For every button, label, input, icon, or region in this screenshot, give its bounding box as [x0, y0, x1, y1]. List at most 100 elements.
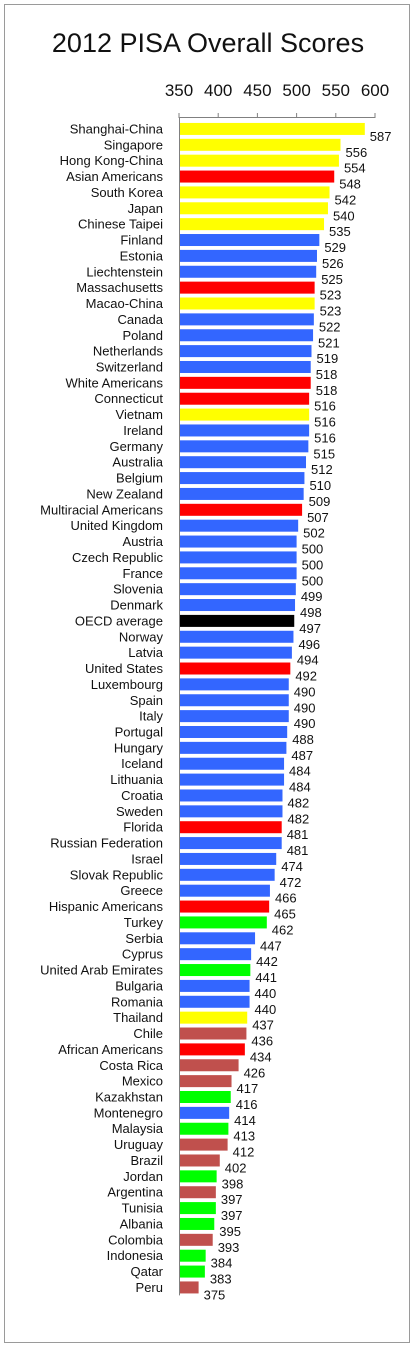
category-label: Luxembourg [91, 677, 163, 692]
x-tick-label: 400 [204, 81, 232, 100]
value-label: 542 [335, 192, 357, 207]
bar [179, 392, 310, 405]
value-label: 518 [316, 383, 338, 398]
value-label: 472 [280, 875, 302, 890]
value-label: 462 [272, 922, 294, 937]
category-label: Uruguay [114, 1137, 164, 1152]
value-label: 529 [324, 240, 346, 255]
bar [179, 1281, 199, 1294]
bar [179, 741, 287, 754]
category-label: Colombia [108, 1232, 164, 1247]
category-label: Poland [123, 328, 163, 343]
bar [179, 1233, 213, 1246]
bar [179, 583, 296, 596]
category-label: Multiracial Americans [40, 502, 163, 517]
value-label: 488 [292, 732, 314, 747]
value-label: 523 [320, 288, 342, 303]
x-tick-label: 450 [243, 81, 271, 100]
bar [179, 995, 250, 1008]
category-label: Shanghai-China [70, 121, 164, 136]
value-label: 587 [370, 129, 392, 144]
category-label: Vietnam [116, 407, 163, 422]
value-label: 481 [287, 827, 309, 842]
value-label: 554 [344, 161, 366, 176]
value-label: 482 [287, 795, 309, 810]
x-tick-label: 600 [361, 81, 389, 100]
category-label: Canada [117, 312, 163, 327]
bar [179, 630, 294, 643]
category-label: White Americans [65, 375, 163, 390]
value-label: 518 [316, 367, 338, 382]
value-label: 402 [225, 1160, 247, 1175]
value-label: 397 [221, 1208, 243, 1223]
bar [179, 456, 307, 469]
value-label: 502 [303, 526, 325, 541]
bar [179, 408, 310, 421]
value-label: 522 [319, 319, 341, 334]
category-label: Costa Rica [99, 1058, 163, 1073]
bar [179, 1011, 248, 1024]
category-label: Peru [136, 1280, 163, 1295]
value-label: 414 [234, 1113, 256, 1128]
value-label: 484 [289, 764, 311, 779]
value-label: 442 [256, 954, 278, 969]
category-label: Asian Americans [66, 169, 163, 184]
value-label: 499 [301, 589, 323, 604]
value-label: 482 [287, 811, 309, 826]
value-label: 384 [211, 1256, 233, 1271]
value-label: 540 [333, 208, 355, 223]
category-label: United Arab Emirates [40, 963, 163, 978]
category-label: Portugal [115, 724, 164, 739]
bar [179, 948, 252, 961]
bar [179, 376, 311, 389]
bar [179, 440, 309, 453]
bar [179, 662, 291, 675]
bar [179, 646, 292, 659]
bar [179, 1202, 216, 1215]
bar [179, 249, 317, 262]
category-label: Croatia [121, 788, 164, 803]
value-label: 441 [255, 970, 277, 985]
category-label: France [123, 566, 163, 581]
bar [179, 503, 303, 516]
value-label: 490 [294, 716, 316, 731]
category-label: Australia [112, 455, 163, 470]
bar [179, 725, 288, 738]
bar [179, 138, 341, 151]
category-label: United States [85, 661, 164, 676]
value-label: 515 [313, 446, 335, 461]
category-label: Finland [120, 233, 163, 248]
bar [179, 345, 312, 358]
category-label: Greece [120, 883, 163, 898]
category-label: Italy [139, 709, 163, 724]
category-label: Mexico [122, 1074, 163, 1089]
category-label: Liechtenstein [86, 264, 163, 279]
category-label: Bulgaria [115, 978, 163, 993]
bar [179, 472, 305, 485]
value-label: 383 [210, 1272, 232, 1287]
category-label: Thailand [113, 1010, 163, 1025]
value-label: 447 [260, 938, 282, 953]
value-label: 412 [233, 1145, 255, 1160]
category-label: Lithuania [110, 772, 164, 787]
category-label: Switzerland [96, 359, 163, 374]
bar [179, 1138, 228, 1151]
value-label: 375 [204, 1287, 226, 1302]
bar [179, 1106, 230, 1119]
value-label: 426 [244, 1065, 266, 1080]
bar [179, 567, 297, 580]
value-label: 481 [287, 843, 309, 858]
bar [179, 1091, 231, 1103]
category-label: Macao-China [86, 296, 164, 311]
value-label: 519 [317, 351, 339, 366]
value-label: 516 [314, 415, 336, 430]
category-label: Belgium [116, 471, 163, 486]
bar [179, 852, 277, 865]
category-label: Spain [130, 693, 163, 708]
bar [179, 281, 315, 294]
bar [179, 122, 365, 135]
x-tick-label: 350 [165, 81, 193, 100]
category-label: Jordan [123, 1169, 163, 1184]
bar [179, 789, 283, 802]
bar [179, 1043, 245, 1056]
